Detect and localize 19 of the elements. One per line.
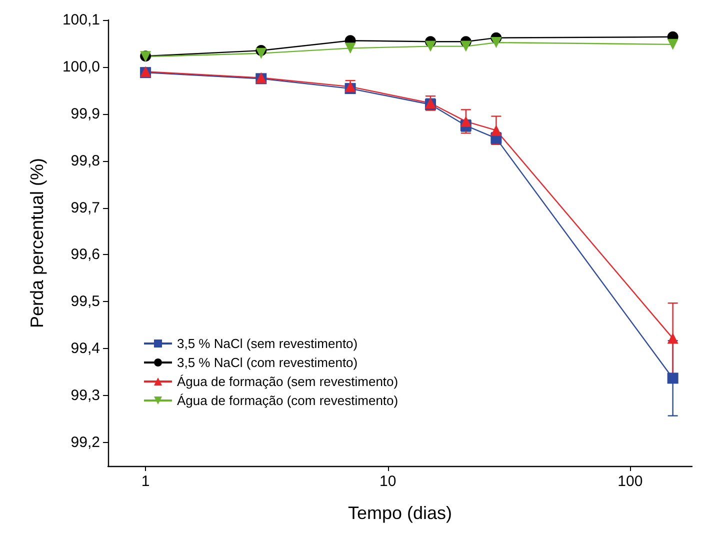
y-axis-title: Perda percentual (%) xyxy=(27,158,47,328)
y-tick-label: 99,4 xyxy=(70,340,100,358)
y-tick-label: 99,2 xyxy=(70,434,100,452)
legend-label: 3,5 % NaCl (sem revestimento) xyxy=(177,336,358,351)
x-tick-label: 100 xyxy=(618,473,643,490)
legend-label: Água de formação (sem revestimento) xyxy=(177,374,398,389)
y-tick-label: 99,3 xyxy=(70,387,100,404)
y-tick-label: 99,5 xyxy=(70,293,100,310)
x-tick-label: 10 xyxy=(379,473,396,490)
x-axis-title: Tempo (dias) xyxy=(348,503,452,523)
y-tick-label: 100,1 xyxy=(62,12,100,28)
y-tick-label: 99,6 xyxy=(70,246,100,264)
y-tick-label: 99,9 xyxy=(70,105,100,122)
x-tick-label: 1 xyxy=(141,473,150,490)
y-tick-label: 99,7 xyxy=(70,199,100,216)
legend-label: Água de formação (com revestimento) xyxy=(177,393,398,408)
legend-label: 3,5 % NaCl (com revestimento) xyxy=(177,355,358,370)
y-tick-label: 100,0 xyxy=(62,58,100,76)
y-tick-label: 99,8 xyxy=(70,152,100,170)
